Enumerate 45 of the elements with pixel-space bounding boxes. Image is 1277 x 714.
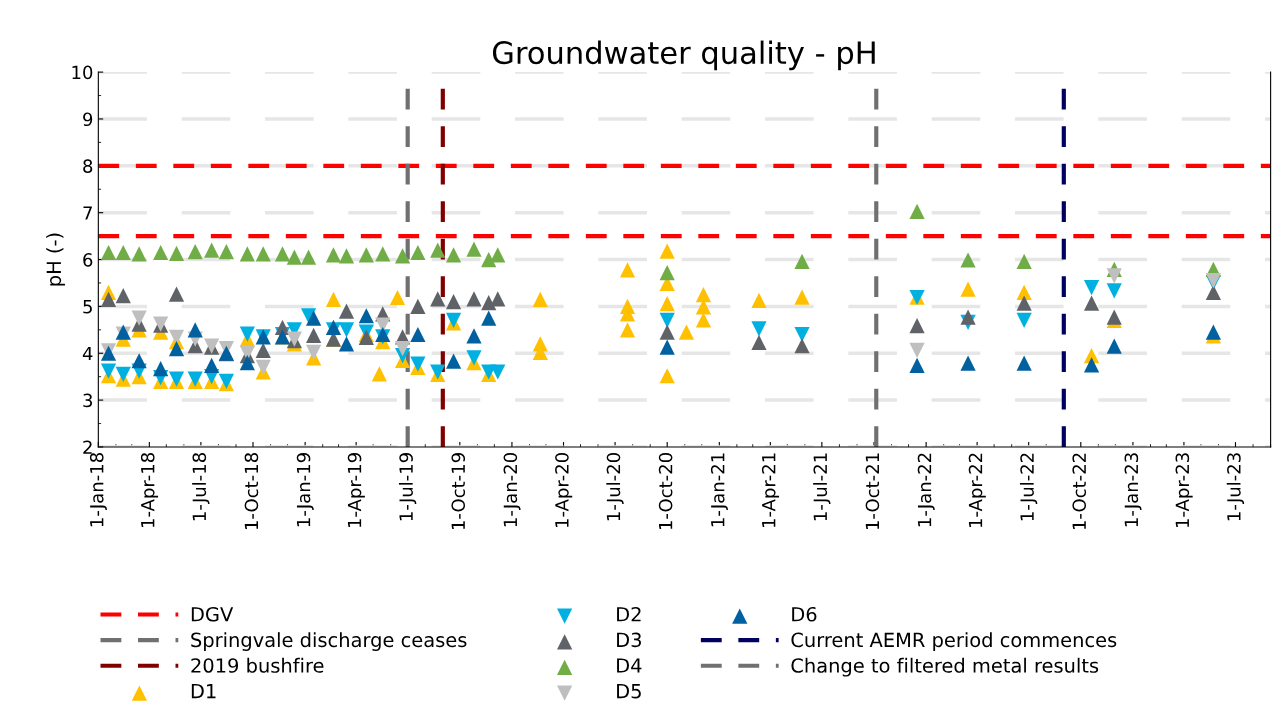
x-tick-label: 1-Apr-21 [761, 453, 780, 528]
legend-label: D1 [191, 684, 216, 699]
y-tick-label: 4 [82, 346, 93, 361]
x-tick-label: 1-Jan-22 [917, 453, 935, 527]
x-tick-label: 1-Apr-20 [555, 453, 573, 528]
y-tick-label: 6 [83, 253, 93, 267]
y-tick-label: 2 [83, 440, 92, 454]
x-tick-label: 1-Apr-23 [1175, 453, 1193, 528]
x-tick-label: 1-Oct-21 [865, 453, 880, 530]
x-tick-label: 1-Oct-18 [244, 453, 259, 530]
x-tick-label: 1-Jan-21 [710, 453, 728, 527]
x-tick-label: 1-Jul-23 [1226, 453, 1245, 521]
y-tick-label: 9 [83, 112, 93, 127]
y-tick-label: 3 [83, 393, 93, 408]
y-tick-label: 10 [72, 65, 93, 80]
legend-label: Change to filtered metal results [791, 657, 1099, 677]
y-tick-label: 8 [83, 159, 93, 173]
x-tick-label: 1-Jan-23 [1124, 453, 1142, 527]
legend-label: D4 [617, 658, 642, 673]
y-axis-title: pH (-) [46, 233, 65, 286]
legend-label: DGV [191, 606, 234, 622]
chart-title: Groundwater quality - pH [492, 40, 875, 71]
legend-label: D5 [617, 684, 641, 699]
x-tick-label: 1-Oct-20 [658, 453, 673, 530]
x-tick-label: 1-Jul-21 [813, 453, 831, 521]
x-tick-label: 1-Oct-22 [1072, 453, 1087, 530]
y-tick-label: 5 [83, 300, 92, 314]
x-tick-label: 1-Oct-19 [451, 453, 466, 530]
legend-label: Springvale discharge ceases [191, 632, 467, 651]
legend-label: 2019 bushfire [191, 657, 324, 673]
legend-label: D3 [617, 632, 641, 648]
x-tick-label: 1-Jul-18 [192, 453, 210, 521]
x-tick-label: 1-Apr-22 [968, 453, 986, 528]
x-tick-label: 1-Jul-22 [1019, 453, 1038, 521]
x-tick-label: 1-Apr-18 [140, 453, 159, 528]
legend-label: D2 [617, 606, 641, 622]
x-tick-label: 1-Jan-20 [503, 453, 521, 527]
x-tick-label: 1-Jan-18 [89, 453, 107, 527]
y-tick-label: 7 [83, 206, 92, 220]
x-tick-label: 1-Jul-20 [606, 453, 624, 521]
x-tick-label: 1-Jul-19 [398, 453, 417, 521]
legend-label: D6 [792, 606, 817, 622]
legend-label: Current AEMR period commences [791, 632, 1117, 651]
x-tick-label: 1-Jan-19 [296, 453, 314, 527]
x-tick-label: 1-Apr-19 [347, 453, 365, 528]
